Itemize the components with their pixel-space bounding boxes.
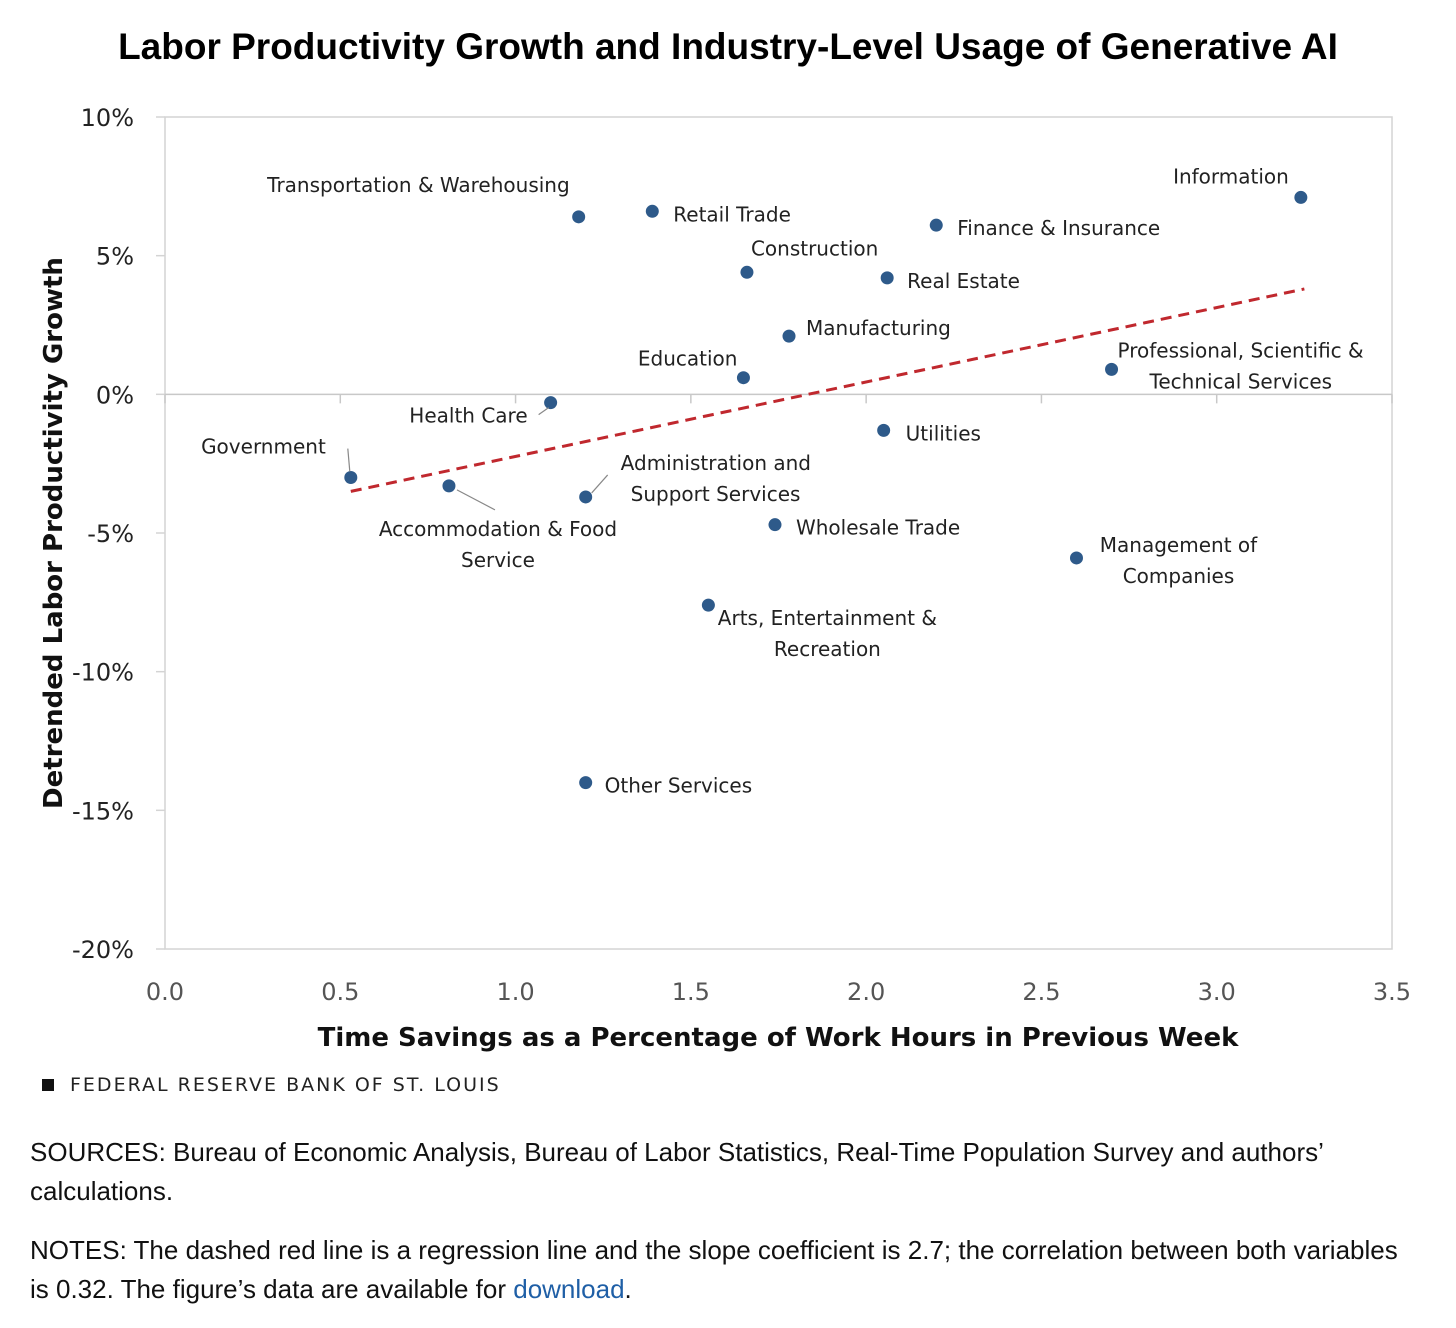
point-label-government: Government — [201, 435, 326, 459]
point-label-real-estate: Real Estate — [907, 269, 1020, 293]
data-point-arts-entertainment-recreation — [701, 598, 715, 612]
point-label-manufacturing: Manufacturing — [806, 316, 951, 340]
notes-paragraph: NOTES: The dashed red line is a regressi… — [30, 1231, 1410, 1309]
label-connector — [591, 474, 609, 494]
point-label-finance-insurance: Finance & Insurance — [957, 216, 1160, 240]
y-tick-label: 10% — [81, 104, 134, 132]
label-connector — [538, 407, 549, 416]
point-label-accommodation-food-service: Accommodation & Food Service — [379, 517, 617, 572]
point-label-transportation-warehousing: Transportation & Warehousing — [266, 173, 570, 197]
download-link[interactable]: download — [513, 1274, 625, 1304]
label-connector — [347, 448, 351, 472]
label-connector — [456, 489, 496, 511]
data-point-real-estate — [880, 271, 894, 285]
y-tick-label: -5% — [87, 520, 134, 548]
point-label-health-care: Health Care — [409, 404, 527, 428]
brand-mark-icon — [42, 1079, 54, 1091]
sources-note: SOURCES: Bureau of Economic Analysis, Bu… — [30, 1137, 1323, 1206]
x-tick-label: 1.0 — [496, 978, 534, 1006]
point-label-wholesale-trade: Wholesale Trade — [796, 516, 960, 540]
data-point-information — [1294, 190, 1308, 204]
branding: FEDERAL RESERVE BANK OF ST. LOUIS — [42, 1074, 501, 1096]
data-point-professional-scientific-technical-services — [1105, 362, 1119, 376]
y-tick-label: 5% — [96, 243, 134, 271]
data-point-health-care — [544, 396, 558, 410]
branding-text: FEDERAL RESERVE BANK OF ST. LOUIS — [70, 1074, 501, 1096]
data-point-retail-trade — [645, 204, 659, 218]
y-tick-label: -15% — [72, 797, 134, 825]
y-axis-title: Detrended Labor Productivity Growth — [39, 257, 69, 809]
y-tick-label: 0% — [96, 381, 134, 409]
x-tick-label: 1.5 — [672, 978, 710, 1006]
x-tick-label: 2.0 — [847, 978, 885, 1006]
y-tick-label: -20% — [72, 936, 134, 964]
data-point-wholesale-trade — [768, 518, 782, 532]
point-label-information: Information — [1173, 164, 1289, 188]
regression-line — [350, 287, 1305, 493]
point-label-construction: Construction — [751, 236, 878, 260]
data-point-government — [344, 471, 358, 485]
x-tick-label: 3.0 — [1198, 978, 1236, 1006]
x-tick-label: 3.5 — [1373, 978, 1411, 1006]
data-point-management-of-companies — [1069, 551, 1083, 565]
point-label-other-services: Other Services — [605, 774, 752, 798]
data-point-finance-insurance — [929, 218, 943, 232]
chart-plot: 10% 5% 0% -5% -10% -15% -20% 0.0 0.5 1.0 1.5 2.0 2.5… — [39, 104, 1411, 1053]
data-point-manufacturing — [782, 329, 796, 343]
x-axis-title: Time Savings as a Percentage of Work Hou… — [318, 1023, 1239, 1053]
data-point-transportation-warehousing — [572, 210, 586, 224]
data-point-education — [736, 371, 750, 385]
point-label-education: Education — [638, 347, 738, 371]
notes-text: NOTES: The dashed red line is a regressi… — [30, 1235, 1398, 1304]
notes-end: . — [624, 1274, 632, 1304]
x-tick-label: 0.0 — [146, 978, 184, 1006]
y-tick-label: -10% — [72, 659, 134, 687]
chart-title: Labor Productivity Growth and Industry-L… — [118, 26, 1338, 67]
x-tick-label: 0.5 — [321, 978, 359, 1006]
point-label-management-of-companies: Management of Companies — [1100, 533, 1258, 588]
point-label-utilities: Utilities — [906, 421, 981, 445]
x-tick-label: 2.5 — [1022, 978, 1060, 1006]
point-label-arts-entertainment-recreation: Arts, Entertainment & Recreation — [718, 606, 937, 661]
point-label-retail-trade: Retail Trade — [673, 202, 791, 226]
data-point-utilities — [877, 423, 891, 437]
point-label-administration-and-support-services: Administration and Support Services — [621, 451, 811, 506]
data-point-other-services — [579, 776, 593, 790]
data-point-construction — [740, 265, 754, 279]
point-label-professional-scientific-technical-services: Professional, Scientific & Technical Serv… — [1118, 338, 1364, 393]
data-point-administration-and-support-services — [579, 490, 593, 504]
data-point-accommodation-food-service — [442, 479, 456, 493]
